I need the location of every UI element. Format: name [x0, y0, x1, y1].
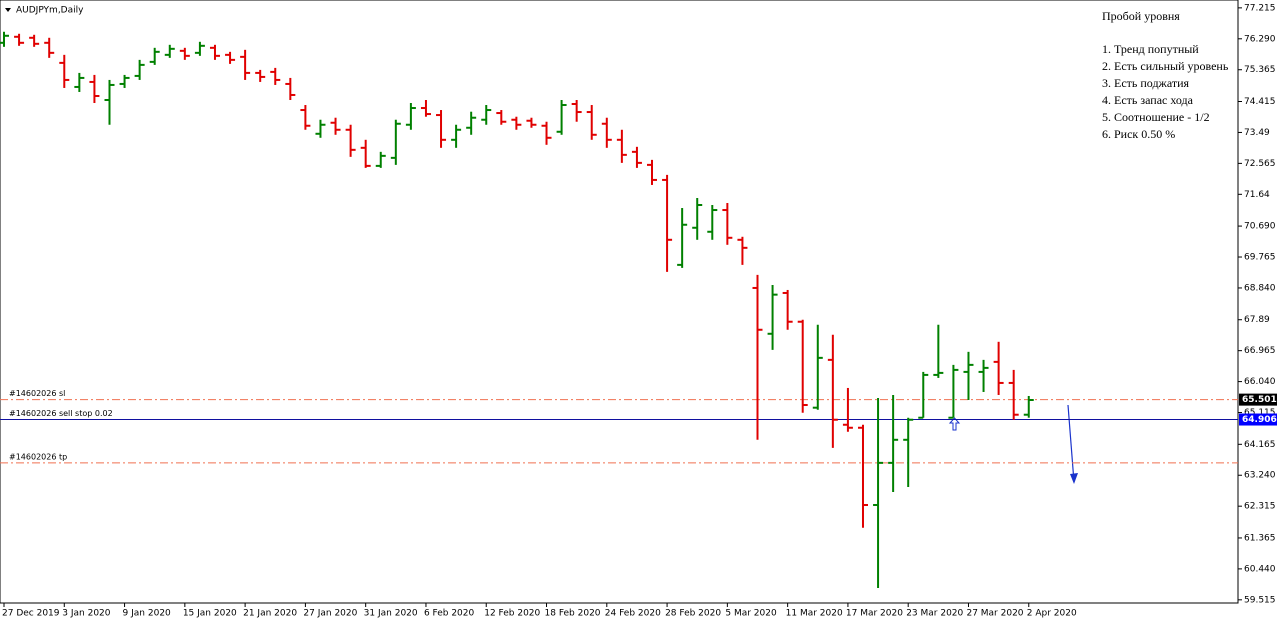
x-tick-label: 11 Mar 2020: [786, 609, 843, 619]
x-tick-label: 6 Feb 2020: [424, 609, 475, 619]
y-tick-label: 69.765: [1244, 253, 1276, 263]
down-arrow-head: [1070, 473, 1078, 484]
up-arrow: [948, 417, 961, 431]
y-tick-label: 62.315: [1244, 502, 1276, 512]
x-tick-label: 9 Jan 2020: [123, 609, 171, 619]
y-tick-label: 73.49: [1244, 128, 1270, 138]
y-tick-label: 71.64: [1244, 190, 1270, 200]
note-line: 5. Соотношение - 1/2: [1102, 110, 1210, 124]
y-tick-label: 74.415: [1244, 97, 1276, 107]
note-title: Пробой уровня: [1102, 9, 1180, 23]
x-tick-label: 2 Apr 2020: [1027, 609, 1077, 619]
x-tick-label: 5 Mar 2020: [725, 609, 777, 619]
level-label: #14602026 tp: [9, 452, 67, 461]
x-tick-label: 24 Feb 2020: [605, 609, 661, 619]
y-tick-label: 66.965: [1244, 346, 1276, 356]
plot-frame: [0, 0, 1239, 604]
note-line: 1. Тренд попутный: [1102, 42, 1199, 56]
y-tick-label: 75.365: [1244, 65, 1276, 75]
note-line: 3. Есть поджатия: [1102, 76, 1190, 90]
y-tick-label: 70.690: [1244, 222, 1276, 232]
x-tick-label: 21 Jan 2020: [243, 609, 297, 619]
x-tick-label: 23 Mar 2020: [906, 609, 963, 619]
x-tick-label: 27 Jan 2020: [303, 609, 357, 619]
y-tick-label: 64.165: [1244, 440, 1276, 450]
y-tick-label: 77.215: [1244, 3, 1276, 13]
y-tick-label: 65.115: [1244, 408, 1276, 418]
x-tick-label: 28 Feb 2020: [665, 609, 721, 619]
x-tick-label: 17 Mar 2020: [846, 609, 903, 619]
note-panel: Пробой уровня 1. Тренд попутный 2. Есть с…: [1102, 9, 1229, 141]
chart-title: AUDJPYm,Daily: [16, 6, 84, 16]
price-tag-label: 65.501: [1242, 395, 1277, 405]
x-tick-label: 27 Mar 2020: [966, 609, 1023, 619]
y-tick-label: 66.040: [1244, 377, 1276, 387]
note-line: 2. Есть сильный уровень: [1102, 59, 1229, 73]
y-tick-label: 60.440: [1244, 564, 1276, 574]
x-tick-label: 3 Jan 2020: [62, 609, 110, 619]
price-tag: [1239, 393, 1277, 406]
x-tick-label: 12 Feb 2020: [484, 609, 540, 619]
x-tick-label: 18 Feb 2020: [545, 609, 601, 619]
x-tick-label: 31 Jan 2020: [364, 609, 418, 619]
y-tick-label: 63.240: [1244, 471, 1276, 481]
x-tick-label: 15 Jan 2020: [183, 609, 237, 619]
y-tick-label: 67.89: [1244, 315, 1270, 325]
x-tick-label: 27 Dec 2019: [2, 609, 60, 619]
y-tick-label: 72.565: [1244, 159, 1276, 169]
level-label: #14602026 sl: [9, 389, 65, 398]
price-tag-label: 64.906: [1242, 415, 1277, 425]
price-tag: [1239, 413, 1277, 426]
y-tick-label: 59.515: [1244, 595, 1276, 605]
level-label: #14602026 sell stop 0.02: [9, 409, 113, 418]
note-line: 4. Есть запас хода: [1102, 93, 1194, 107]
y-tick-label: 76.290: [1244, 34, 1276, 44]
menu-icon: [5, 8, 11, 12]
y-tick-label: 61.365: [1244, 533, 1276, 543]
y-tick-label: 68.840: [1244, 283, 1276, 293]
down-arrow: [1067, 404, 1075, 483]
note-line: 6. Риск 0.50 %: [1102, 127, 1175, 141]
